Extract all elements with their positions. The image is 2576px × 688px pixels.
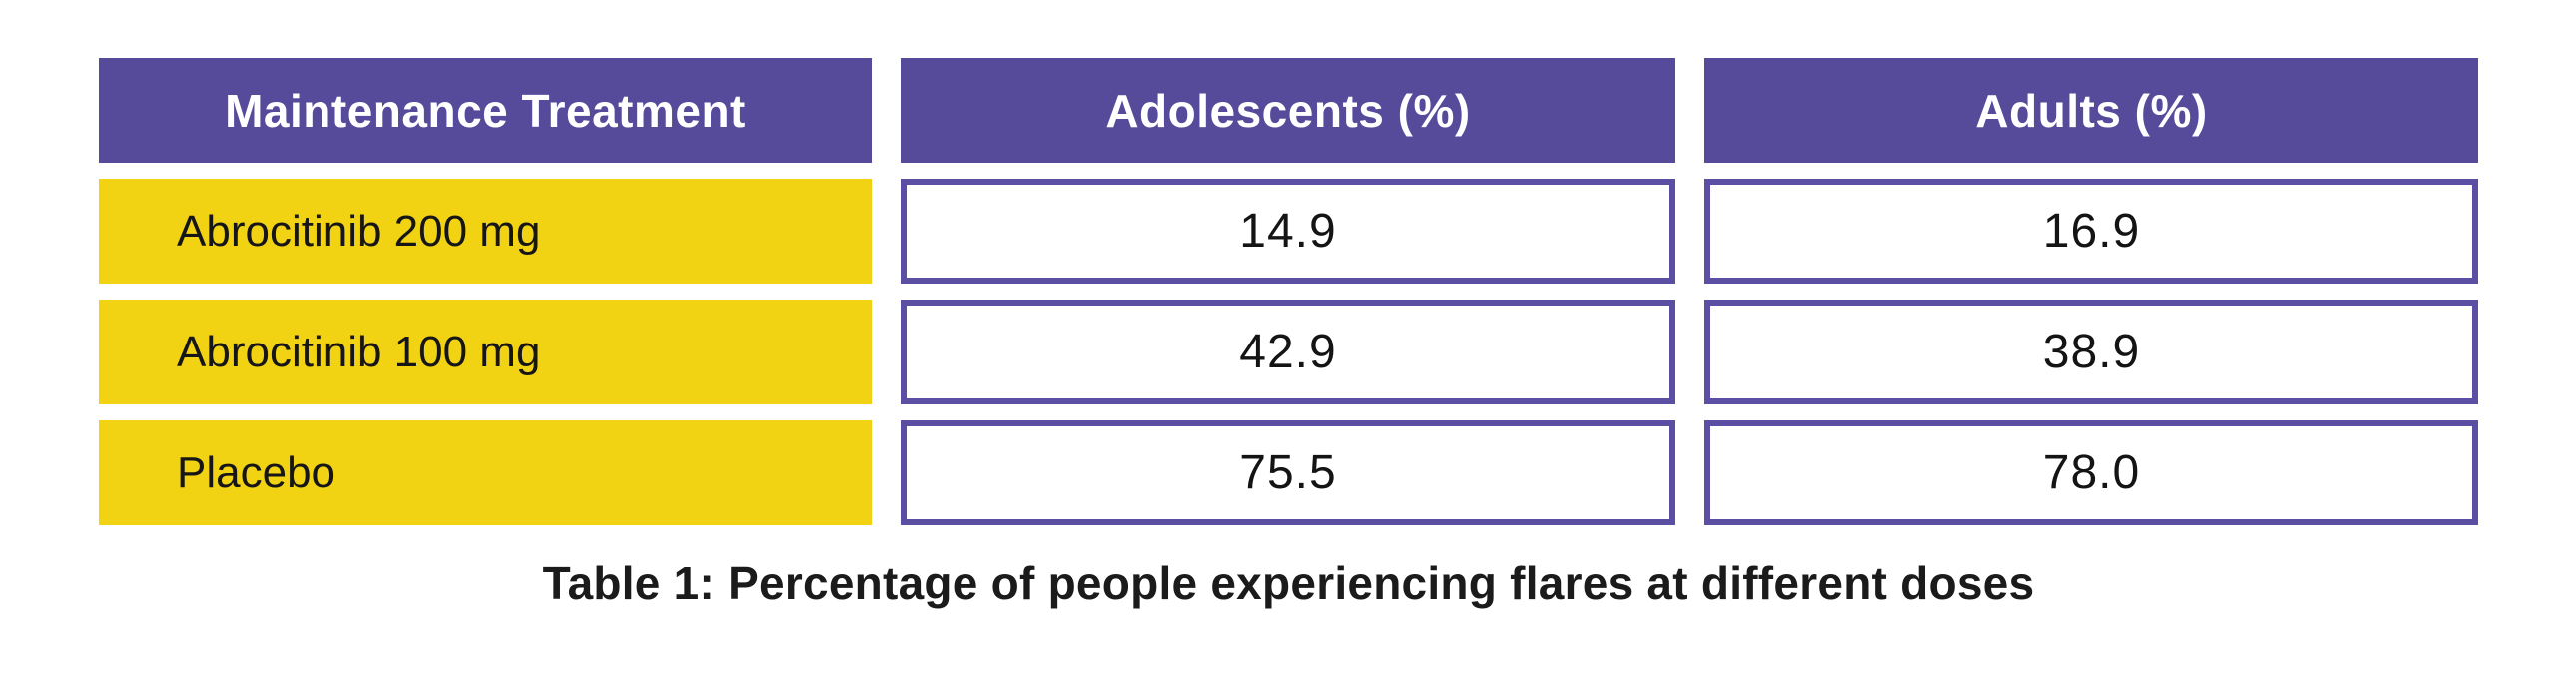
flare-table-figure: Maintenance Treatment Adolescents (%) Ad… xyxy=(99,58,2478,610)
column-header-label: Maintenance Treatment xyxy=(225,84,746,137)
value-text: 75.5 xyxy=(1239,446,1337,499)
value-abrocitinib-100mg-adults: 38.9 xyxy=(1704,300,2478,404)
value-text: 16.9 xyxy=(2042,205,2141,258)
value-placebo-adults: 78.0 xyxy=(1704,420,2478,525)
column-header-label: Adults (%) xyxy=(1975,84,2208,137)
value-abrocitinib-100mg-adolescents: 42.9 xyxy=(901,300,1675,404)
value-text: 78.0 xyxy=(2042,446,2141,499)
row-label-text: Placebo xyxy=(177,447,336,497)
column-header-adolescents: Adolescents (%) xyxy=(901,58,1675,163)
value-placebo-adolescents: 75.5 xyxy=(901,420,1675,525)
row-label-text: Abrocitinib 100 mg xyxy=(177,327,541,376)
column-header-adults: Adults (%) xyxy=(1704,58,2478,163)
row-label-abrocitinib-200mg: Abrocitinib 200 mg xyxy=(99,179,872,284)
value-text: 14.9 xyxy=(1239,205,1337,258)
value-abrocitinib-200mg-adults: 16.9 xyxy=(1704,179,2478,284)
column-header-maintenance-treatment: Maintenance Treatment xyxy=(99,58,872,163)
column-header-label: Adolescents (%) xyxy=(1105,84,1471,137)
flare-table: Maintenance Treatment Adolescents (%) Ad… xyxy=(99,58,2478,525)
row-label-placebo: Placebo xyxy=(99,420,872,525)
value-text: 42.9 xyxy=(1239,326,1337,378)
table-caption: Table 1: Percentage of people experienci… xyxy=(542,557,2035,609)
value-text: 38.9 xyxy=(2042,326,2141,378)
value-abrocitinib-200mg-adolescents: 14.9 xyxy=(901,179,1675,284)
row-label-abrocitinib-100mg: Abrocitinib 100 mg xyxy=(99,300,872,404)
row-label-text: Abrocitinib 200 mg xyxy=(177,206,541,256)
